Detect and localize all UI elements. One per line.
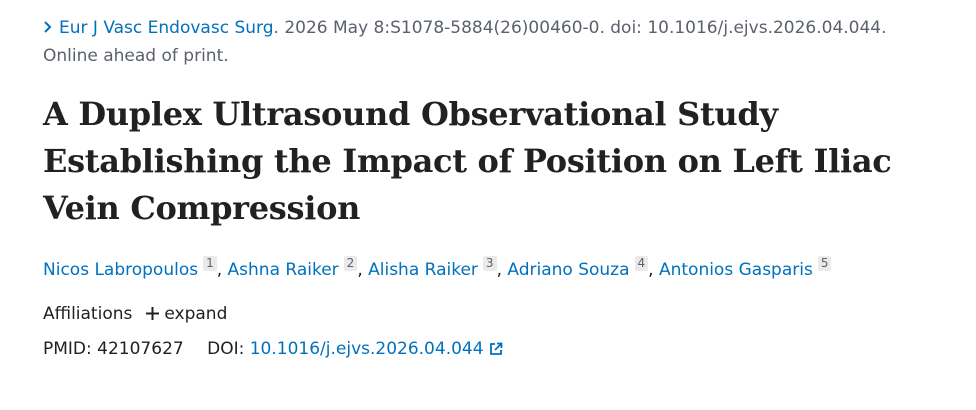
- expand-toggle[interactable]: expand: [164, 304, 228, 324]
- author-name[interactable]: Ashna Raiker: [227, 260, 339, 280]
- affiliation-number[interactable]: 4: [634, 256, 649, 271]
- author-list: Nicos Labropoulos 1, Ashna Raiker 2, Alish…: [43, 256, 943, 284]
- author-name[interactable]: Antonios Gasparis: [658, 260, 813, 280]
- affiliation-number[interactable]: 1: [203, 256, 217, 271]
- citation-details: . 2026 May 8:S1078-5884(26)00460-0. doi:…: [273, 18, 887, 38]
- affiliation-number[interactable]: 2: [343, 256, 358, 271]
- doi-link[interactable]: 10.1016/j.ejvs.2026.04.044: [249, 339, 484, 359]
- author-name[interactable]: Nicos Labropoulos: [43, 260, 199, 280]
- author-name[interactable]: Adriano Souza: [507, 260, 630, 280]
- affiliation-number[interactable]: 3: [482, 256, 497, 271]
- author-separator: ,: [216, 260, 223, 280]
- author-separator: ,: [357, 260, 363, 280]
- pmid-label: PMID:: [43, 339, 92, 359]
- affiliation-number[interactable]: 5: [817, 256, 832, 271]
- affiliations-label: Affiliations: [43, 304, 133, 324]
- article-title: A Duplex Ultrasound Observational Study …: [43, 95, 892, 227]
- external-link-icon: [490, 342, 503, 355]
- publication-status: Online ahead of print.: [43, 46, 229, 66]
- author-separator: ,: [496, 260, 502, 280]
- journal-link[interactable]: Eur J Vasc Endovasc Surg: [59, 18, 274, 38]
- author-separator: ,: [648, 260, 654, 280]
- doi-label: DOI:: [207, 339, 245, 359]
- affiliations-row: Affiliations expand: [43, 300, 943, 328]
- plus-icon[interactable]: [146, 307, 160, 320]
- chevron-icon: [44, 21, 52, 33]
- identifiers: PMID: 42107627 DOI: 10.1016/j.ejvs.2026.…: [43, 335, 943, 363]
- article-header: Eur J Vasc Endovasc Surg. 2026 May 8:S10…: [43, 14, 943, 363]
- citation: Eur J Vasc Endovasc Surg. 2026 May 8:S10…: [43, 14, 943, 70]
- pmid: 42107627: [97, 339, 184, 359]
- author-name[interactable]: Alisha Raiker: [368, 260, 478, 280]
